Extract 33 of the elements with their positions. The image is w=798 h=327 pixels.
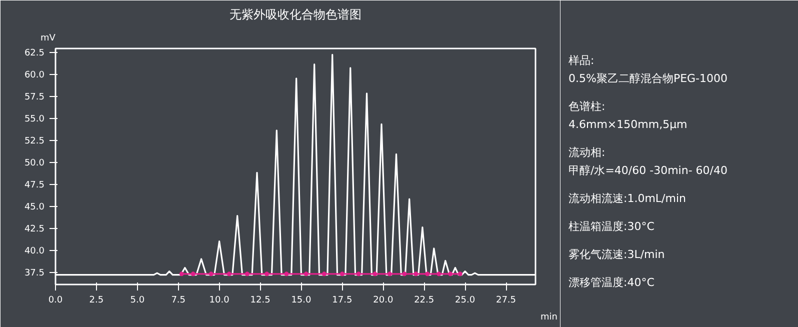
- x-tick-label: 27.5: [496, 296, 516, 306]
- text: 雾化气流速:3L/min: [568, 248, 665, 261]
- x-tick-label: 2.5: [89, 296, 104, 306]
- x-axis-title: min: [540, 312, 558, 322]
- x-tick-label: 15.0: [291, 296, 312, 306]
- y-tick-label: 50.0: [24, 158, 45, 169]
- y-tick-label: 52.5: [24, 136, 45, 147]
- x-tick-label: 20.0: [373, 296, 394, 306]
- y-tick-label: 42.5: [24, 224, 45, 235]
- x-tick-label: 17.5: [332, 296, 352, 306]
- y-tick-label: 60.0: [24, 70, 45, 81]
- y-tick-label: 47.5: [24, 180, 45, 191]
- text: 色谱柱: 4.6mm×150mm,5μm: [568, 100, 688, 131]
- x-tick-label: 5.0: [130, 296, 145, 306]
- x-tick-label: 0.0: [48, 296, 63, 306]
- y-tick-label: 37.5: [24, 268, 45, 279]
- y-tick-label: 55.0: [24, 114, 45, 125]
- x-tick-label: 22.5: [414, 296, 434, 306]
- y-tick-label: 62.5: [24, 48, 45, 59]
- text: 流动相流速:1.0mL/min: [568, 192, 686, 205]
- chart-title: 无紫外吸收化合物色谱图: [230, 8, 362, 22]
- x-tick-label: 10.0: [209, 296, 230, 306]
- text: 漂移管温度:40°C: [568, 276, 655, 289]
- x-tick-label: 7.5: [171, 296, 186, 306]
- x-tick-label: 12.5: [250, 296, 270, 306]
- y-tick-label: 45.0: [24, 202, 45, 213]
- y-tick-label: 40.0: [24, 246, 45, 257]
- x-tick-label: 25.0: [455, 296, 476, 306]
- text: 样品: 0.5%聚乙二醇混合物PEG-1000: [568, 54, 728, 85]
- text: 柱温箱温度:30°C: [568, 220, 655, 233]
- y-axis-title: mV: [40, 34, 56, 44]
- text: 流动相: 甲醇/水=40/60 -30min- 60/40: [568, 146, 728, 177]
- y-tick-label: 57.5: [24, 92, 45, 103]
